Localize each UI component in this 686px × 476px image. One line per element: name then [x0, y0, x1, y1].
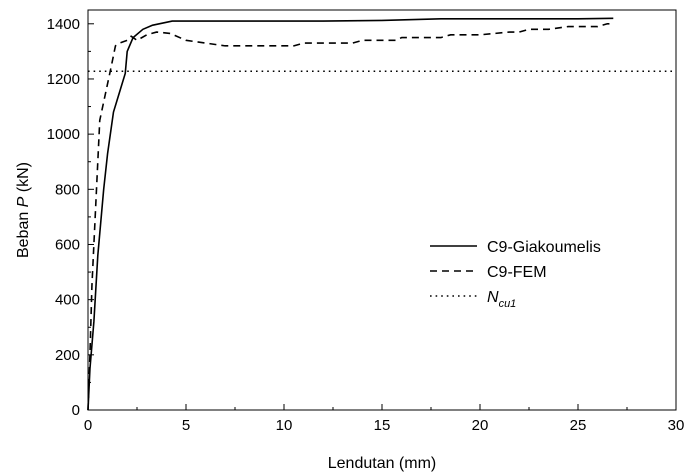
y-tick-label: 1000: [47, 126, 80, 143]
x-tick-label: 5: [182, 417, 190, 434]
x-axis-title: Lendutan (mm): [328, 455, 437, 472]
legend-label-ncu1-main: N: [487, 289, 499, 306]
y-tick-label: 800: [55, 181, 80, 198]
y-tick-label: 200: [55, 347, 80, 364]
y-tick-label: 1200: [47, 71, 80, 88]
y-tick-label: 1400: [47, 16, 80, 33]
legend-label-ncu1-sub: cu1: [499, 298, 517, 310]
y-tick-label: 600: [55, 236, 80, 253]
legend: C9-Giakoumelis C9-FEM Ncu1: [430, 239, 601, 310]
x-tick-label: 15: [374, 417, 391, 434]
x-tick-label: 10: [276, 417, 293, 434]
x-tick-label: 20: [472, 417, 489, 434]
plot-frame: [87, 9, 677, 411]
y-axis-title-prefix: Beban: [15, 207, 32, 258]
x-axis: 0 5 10 15 20 25 30: [84, 404, 685, 434]
x-tick-label: 25: [570, 417, 587, 434]
y-axis-title: Beban P (kN): [15, 162, 32, 258]
y-tick-label: 0: [72, 402, 80, 419]
legend-label-c9-fem: C9-FEM: [487, 264, 547, 281]
legend-label-c9-giakoumelis: C9-Giakoumelis: [487, 239, 601, 256]
y-tick-label: 400: [55, 292, 80, 309]
series-line-c9-giakoumelis: [87, 17, 614, 411]
x-tick-label: 30: [668, 417, 685, 434]
x-tick-label: 0: [84, 417, 92, 434]
series-line-c9-fem: [87, 22, 614, 411]
y-axis-title-suffix: (kN): [15, 162, 32, 197]
y-axis-title-italic: P: [15, 196, 32, 207]
legend-label-ncu1: Ncu1: [487, 289, 516, 310]
y-axis: 0 200 400 600 800 1000 1200 1400: [47, 16, 94, 419]
series-layer: [87, 17, 676, 411]
